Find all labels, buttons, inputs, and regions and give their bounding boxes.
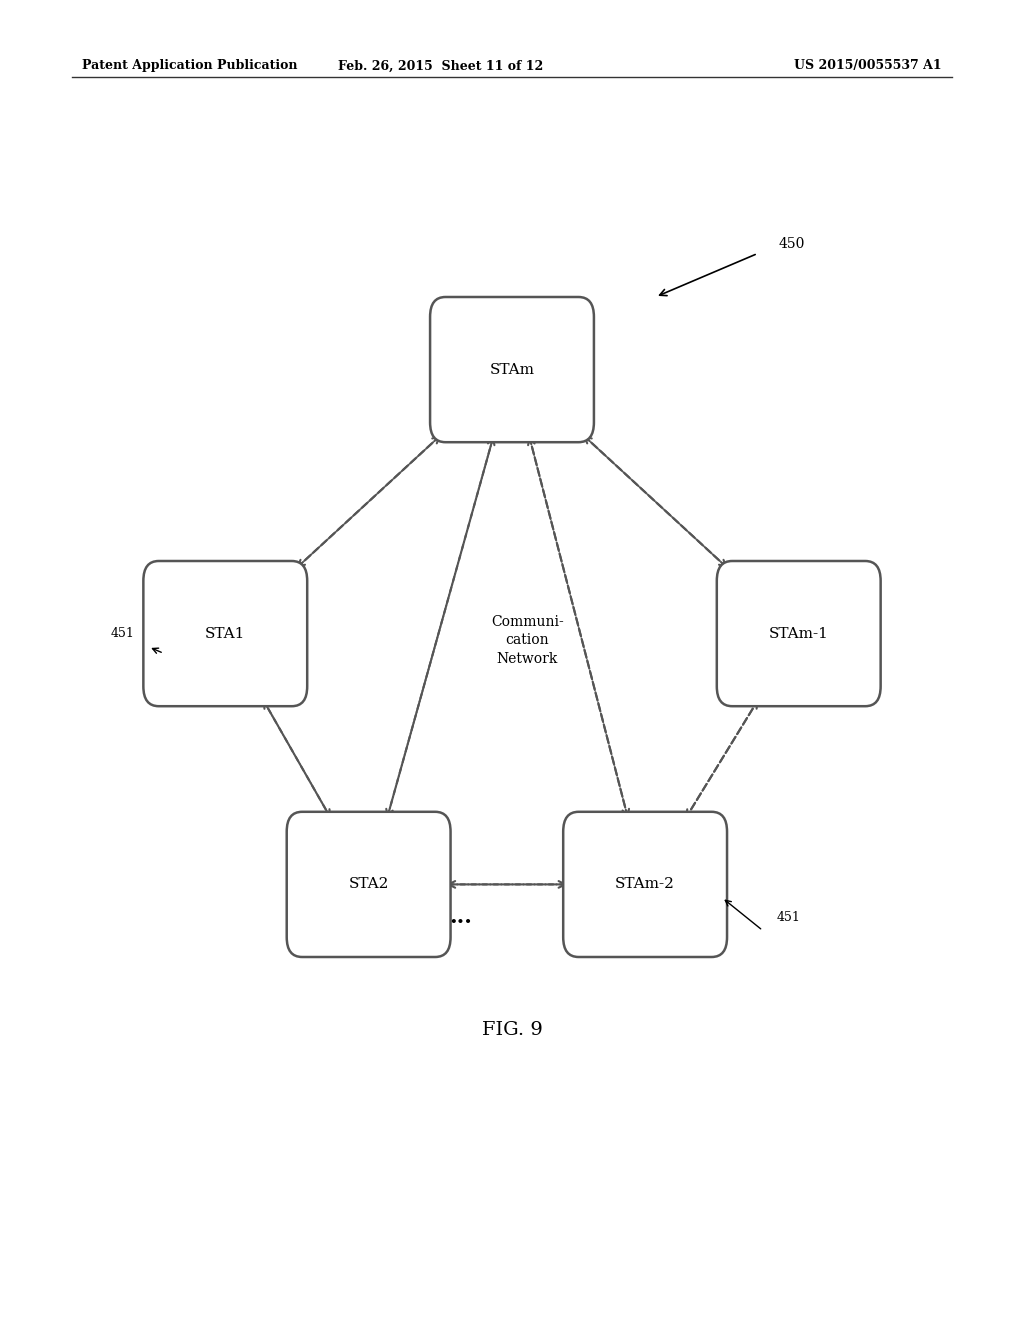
Text: Communi-
cation
Network: Communi- cation Network	[490, 615, 564, 665]
Text: Feb. 26, 2015  Sheet 11 of 12: Feb. 26, 2015 Sheet 11 of 12	[338, 59, 543, 73]
Text: ...: ...	[450, 907, 472, 928]
Text: STAm-2: STAm-2	[615, 878, 675, 891]
FancyBboxPatch shape	[563, 812, 727, 957]
Text: 451: 451	[111, 627, 135, 640]
Text: STA1: STA1	[205, 627, 246, 640]
Text: US 2015/0055537 A1: US 2015/0055537 A1	[795, 59, 942, 73]
Text: 450: 450	[778, 238, 805, 251]
FancyBboxPatch shape	[287, 812, 451, 957]
Text: 451: 451	[776, 911, 801, 924]
Text: STAm: STAm	[489, 363, 535, 376]
FancyBboxPatch shape	[143, 561, 307, 706]
Text: STAm-1: STAm-1	[769, 627, 828, 640]
Text: STA2: STA2	[348, 878, 389, 891]
Text: FIG. 9: FIG. 9	[481, 1020, 543, 1039]
FancyBboxPatch shape	[717, 561, 881, 706]
Text: Patent Application Publication: Patent Application Publication	[82, 59, 297, 73]
FancyBboxPatch shape	[430, 297, 594, 442]
